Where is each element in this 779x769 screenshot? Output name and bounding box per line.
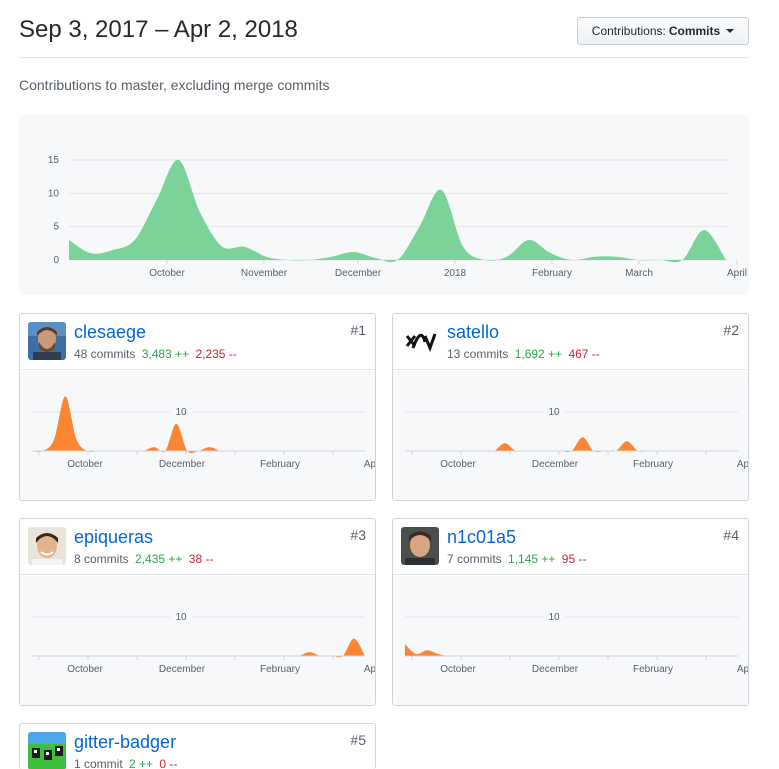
y-tick-label: 0 bbox=[53, 255, 59, 266]
contributor-rank: #1 bbox=[350, 322, 366, 338]
gridline-label: 10 bbox=[175, 612, 187, 623]
contributor-card-header: epiqueras 8 commits 2,435 ++ 38 -- #3 bbox=[20, 519, 375, 575]
contributor-chart[interactable]: 10 October December February Ap bbox=[20, 576, 376, 705]
x-tick-label: October bbox=[67, 664, 103, 675]
avatar[interactable] bbox=[401, 322, 439, 360]
contributor-area-series bbox=[32, 396, 365, 454]
contributor-card: epiqueras 8 commits 2,435 ++ 38 -- #3 10… bbox=[19, 518, 376, 706]
contributions-overview-chart[interactable]: 15 10 5 0 October November December 2018 Februar… bbox=[19, 115, 749, 295]
contributor-rank: #3 bbox=[350, 527, 366, 543]
overview-area-series bbox=[69, 159, 726, 263]
x-tick-label: October bbox=[67, 459, 103, 470]
x-tick-label: October bbox=[149, 268, 185, 279]
contributor-login-link[interactable]: clesaege bbox=[74, 322, 147, 342]
x-tick-label: Ap bbox=[737, 459, 749, 470]
contributor-area-series bbox=[32, 638, 365, 658]
contributor-chart-svg: 10 October December February Ap bbox=[32, 396, 376, 470]
x-tick-label: February bbox=[633, 459, 673, 470]
contributor-area-series bbox=[405, 437, 738, 453]
header-divider bbox=[19, 57, 749, 58]
x-tick-label: October bbox=[440, 459, 476, 470]
contributor-rank: #5 bbox=[350, 732, 366, 748]
contributor-stats: 8 commits 2,435 ++ 38 -- bbox=[74, 552, 213, 566]
contributor-card-header: gitter-badger 1 commit 2 ++ 0 -- #5 bbox=[20, 724, 375, 769]
contributor-chart-svg: 10 October December February Ap bbox=[405, 612, 749, 675]
x-tick-label: December bbox=[159, 459, 206, 470]
deletions-count: 95 -- bbox=[561, 552, 587, 566]
contributor-login-link[interactable]: satello bbox=[447, 322, 500, 342]
deletions-count: 2,235 -- bbox=[195, 347, 237, 361]
contributor-login-link[interactable]: gitter-badger bbox=[74, 732, 177, 752]
contributor-chart[interactable]: 10 October December February Ap bbox=[393, 371, 749, 500]
contributor-login-link[interactable]: epiqueras bbox=[74, 527, 154, 547]
additions-count: 2,435 ++ bbox=[135, 552, 183, 566]
gridline-label: 10 bbox=[548, 407, 560, 418]
x-tick-label: February bbox=[633, 664, 673, 675]
commit-count: 13 commits bbox=[447, 347, 509, 361]
deletions-count: 467 -- bbox=[568, 347, 600, 361]
contributor-card-header: satello 13 commits 1,692 ++ 467 -- #2 bbox=[393, 314, 748, 370]
gridline-label: 10 bbox=[548, 612, 560, 623]
commit-count: 48 commits bbox=[74, 347, 136, 361]
x-tick-label: December bbox=[532, 459, 579, 470]
x-tick-label: Ap bbox=[364, 459, 376, 470]
chevron-down-icon bbox=[726, 29, 735, 33]
x-tick-label: November bbox=[241, 268, 288, 279]
avatar[interactable] bbox=[28, 527, 66, 565]
x-tick-label: 2018 bbox=[444, 268, 467, 279]
additions-count: 1,692 ++ bbox=[514, 347, 563, 361]
y-tick-label: 5 bbox=[53, 222, 59, 233]
contributor-stats: 7 commits 1,145 ++ 95 -- bbox=[447, 552, 586, 566]
x-tick-label: Ap bbox=[737, 664, 749, 675]
gridline-label: 10 bbox=[175, 407, 187, 418]
contributor-card: clesaege 48 commits 3,483 ++ 2,235 -- #1… bbox=[19, 313, 376, 501]
contributor-stats: 48 commits 3,483 ++ 2,235 -- bbox=[74, 347, 237, 361]
contributor-rank: #2 bbox=[723, 322, 739, 338]
contributor-login-link[interactable]: n1c01a5 bbox=[447, 527, 517, 547]
contributor-stats: 1 commit 2 ++ 0 -- bbox=[74, 757, 177, 769]
x-tick-label: February bbox=[260, 664, 300, 675]
contributor-card: satello 13 commits 1,692 ++ 467 -- #2 10… bbox=[392, 313, 749, 501]
x-tick-label: February bbox=[260, 459, 300, 470]
additions-count: 3,483 ++ bbox=[141, 347, 190, 361]
avatar[interactable] bbox=[28, 322, 66, 360]
contributor-chart[interactable]: 10 October December February Ap bbox=[393, 576, 749, 705]
additions-count: 2 ++ bbox=[129, 757, 154, 769]
contributor-card: gitter-badger 1 commit 2 ++ 0 -- #5 bbox=[19, 723, 376, 769]
y-tick-label: 10 bbox=[48, 188, 60, 199]
commit-count: 7 commits bbox=[447, 552, 502, 566]
contributor-rank: #4 bbox=[723, 527, 739, 543]
contributor-stats: 13 commits 1,692 ++ 467 -- bbox=[447, 347, 600, 361]
deletions-count: 38 -- bbox=[188, 552, 214, 566]
contributor-card-header: clesaege 48 commits 3,483 ++ 2,235 -- #1 bbox=[20, 314, 375, 370]
avatar[interactable] bbox=[401, 527, 439, 565]
contributor-area-series bbox=[405, 644, 738, 657]
contributor-chart-svg: 10 October December February Ap bbox=[32, 612, 376, 675]
commit-count: 8 commits bbox=[74, 552, 129, 566]
deletions-count: 0 -- bbox=[159, 757, 178, 769]
contributions-type-dropdown[interactable]: Contributions: Commits bbox=[577, 17, 749, 45]
x-tick-label: December bbox=[532, 664, 579, 675]
overview-chart-svg: 15 10 5 0 October November December 2018 Februar… bbox=[48, 155, 747, 279]
contributor-card-header: n1c01a5 7 commits 1,145 ++ 95 -- #4 bbox=[393, 519, 748, 575]
x-tick-label: December bbox=[159, 664, 206, 675]
x-tick-label: February bbox=[532, 268, 572, 279]
x-tick-label: April bbox=[727, 268, 747, 279]
additions-count: 1,145 ++ bbox=[508, 552, 556, 566]
date-range-title: Sep 3, 2017 – Apr 2, 2018 bbox=[19, 16, 298, 43]
x-tick-label: Ap bbox=[364, 664, 376, 675]
avatar[interactable] bbox=[28, 732, 66, 769]
contributions-label: Contributions: bbox=[591, 24, 666, 38]
contributor-chart[interactable]: 10 October December February Ap bbox=[20, 371, 376, 500]
y-tick-label: 15 bbox=[48, 155, 60, 166]
contributions-value: Commits bbox=[668, 24, 721, 38]
chart-subtitle: Contributions to master, excluding merge… bbox=[19, 77, 330, 93]
x-tick-label: March bbox=[625, 268, 653, 279]
x-tick-label: October bbox=[440, 664, 476, 675]
commit-count: 1 commit bbox=[74, 757, 123, 769]
x-tick-label: December bbox=[335, 268, 382, 279]
contributor-chart-svg: 10 October December February Ap bbox=[405, 407, 749, 470]
contributor-card: n1c01a5 7 commits 1,145 ++ 95 -- #4 10 Oc… bbox=[392, 518, 749, 706]
